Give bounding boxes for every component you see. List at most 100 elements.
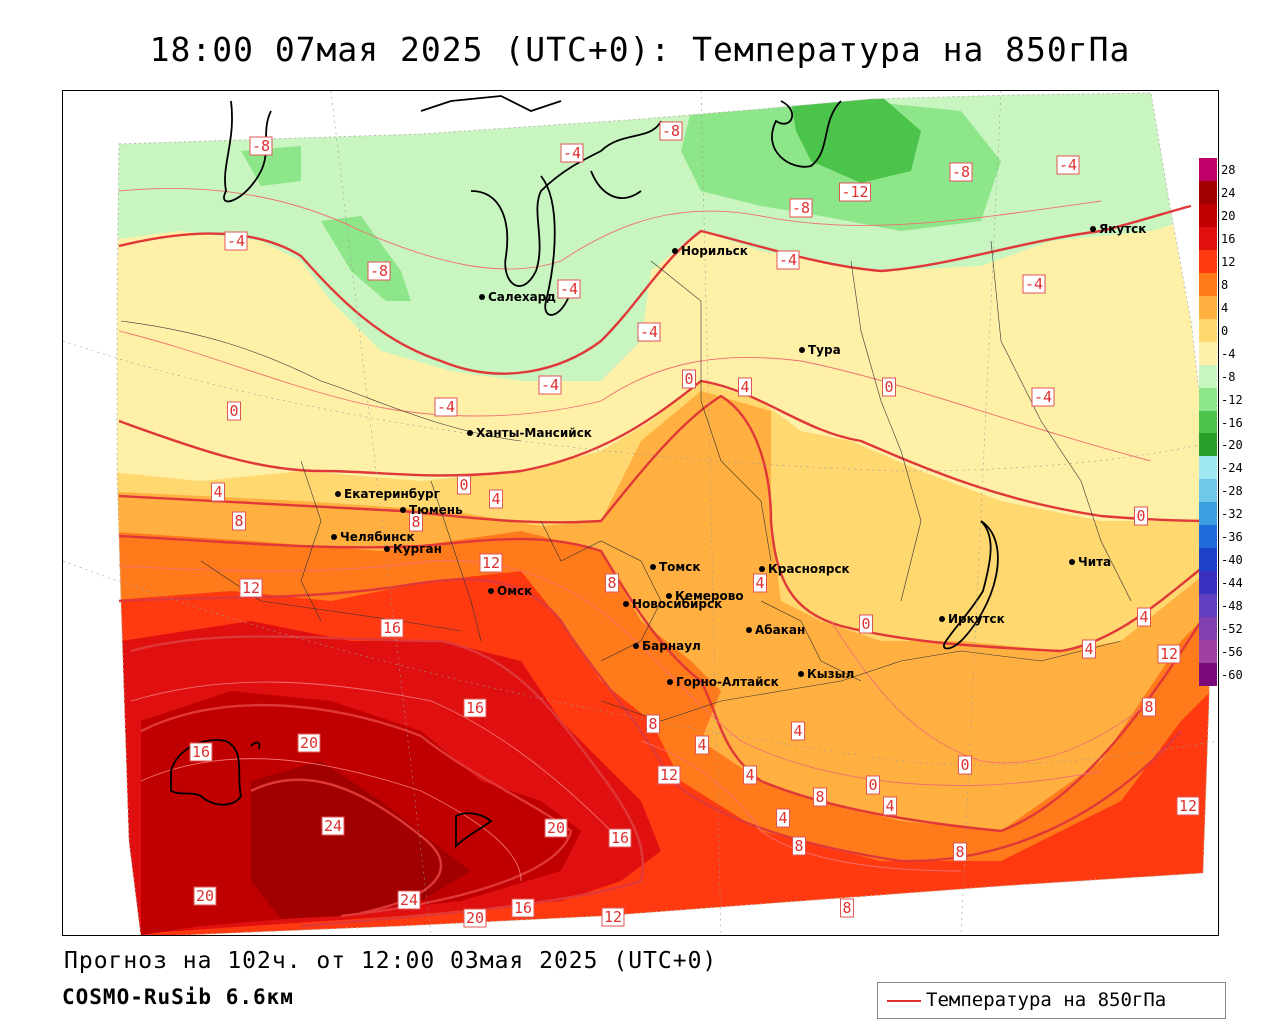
isotherm-label-box [883, 796, 897, 816]
city-dot [335, 491, 341, 497]
city-label: Ханты-Мансийск [476, 426, 592, 440]
legend-line-swatch [887, 1000, 921, 1002]
isotherm-label-text: 0 [868, 776, 877, 794]
city-marker: Ханты-Мансийск [467, 426, 592, 440]
isotherm-label: 0 [866, 775, 880, 795]
isotherm-label-box [608, 828, 632, 848]
isotherm-label-text: 4 [793, 722, 802, 740]
isotherm-label-box [958, 755, 972, 775]
isotherm-label-box [489, 489, 503, 509]
isotherm-label: 24 [321, 816, 345, 836]
isotherm-label: 0 [1134, 506, 1148, 526]
city-dot [799, 347, 805, 353]
colorbar-tick-label: 20 [1221, 208, 1236, 223]
isotherm-label-text: 0 [960, 756, 969, 774]
isotherm-label: -12 [839, 182, 871, 202]
isotherm-label: -8 [249, 136, 273, 156]
isotherm-label-box [511, 898, 535, 918]
isotherm-label: 16 [380, 618, 404, 638]
isotherm-label: 0 [682, 369, 696, 389]
isotherm-label-text: -4 [541, 376, 559, 394]
city-label: Кызыл [807, 667, 854, 681]
colorbar-tick-label: 4 [1221, 300, 1229, 315]
colorbar-tick-label: -24 [1221, 461, 1243, 476]
isotherm-label: 4 [883, 796, 897, 816]
city-label: Екатеринбург [344, 487, 440, 501]
isotherm-label: 4 [489, 489, 503, 509]
city-label: Омск [497, 584, 532, 598]
isotherm-label: 16 [608, 828, 632, 848]
city-dot [488, 588, 494, 594]
city-dot [650, 564, 656, 570]
colorbar-segment [1199, 341, 1217, 366]
isotherm-label-text: 24 [324, 817, 342, 835]
isotherm-label-box [1157, 644, 1181, 664]
colorbar-tick-label: -56 [1221, 645, 1243, 660]
isotherm-label-box [457, 475, 471, 495]
city-marker: Кызыл [798, 667, 854, 681]
isotherm-label-box [1082, 639, 1096, 659]
city-dot [939, 616, 945, 622]
colorbar-segment [1199, 387, 1217, 412]
city-dot [798, 671, 804, 677]
city-dot [666, 593, 672, 599]
isotherm-label-box [1142, 697, 1156, 717]
isotherm-label: 4 [791, 721, 805, 741]
isotherm-label-box [544, 818, 568, 838]
graticule [63, 91, 1218, 935]
isotherm-label-box [1056, 155, 1080, 175]
isotherm-label: 16 [189, 742, 213, 762]
region-borders [120, 240, 1132, 722]
isotherm-label-box [239, 578, 263, 598]
city-label: Горно-Алтайск [676, 675, 779, 689]
city-label: Томск [659, 560, 701, 574]
city-marker: Абакан [746, 623, 805, 637]
isotherm-label: -4 [538, 375, 562, 395]
isotherm-label-box [859, 614, 873, 634]
colorbar-tick-label: 8 [1221, 277, 1229, 292]
colorbar-tick-label: -40 [1221, 553, 1243, 568]
city-markers: Якутск Норильск Салехард Тура Ханты-Мансийск… [331, 222, 1146, 689]
isotherm-label-text: 8 [1144, 698, 1153, 716]
isotherm-label-text: 0 [229, 402, 238, 420]
city-label: Барнаул [642, 639, 701, 653]
legend-label: Температура на 850гПа [926, 989, 1167, 1011]
isotherm-label: 12 [479, 553, 503, 573]
city-marker: Курган [384, 542, 442, 556]
city-marker: Барнаул [633, 639, 701, 653]
isotherm-label-text: 0 [884, 378, 893, 396]
city-dot [746, 627, 752, 633]
isotherm-label-box [560, 143, 584, 163]
city-marker: Якутск [1090, 222, 1146, 236]
isotherm-label-box [193, 886, 217, 906]
isotherm-label-box [1031, 387, 1055, 407]
colorbar-segment [1199, 180, 1217, 205]
isotherm-label-text: 4 [778, 809, 787, 827]
isotherm-label: 4 [1137, 607, 1151, 627]
isotherm-label-box [1137, 607, 1151, 627]
isotherm-label-text: -12 [841, 183, 868, 201]
isotherm-label-text: 8 [607, 574, 616, 592]
isotherm-label-box [789, 198, 813, 218]
city-label: Тура [808, 343, 841, 357]
city-marker: Горно-Алтайск [667, 675, 779, 689]
isotherm-label-text: -4 [1034, 388, 1052, 406]
isotherm-label: 4 [776, 808, 790, 828]
city-label: Абакан [755, 623, 805, 637]
isotherm-label-text: 0 [684, 370, 693, 388]
isotherm-label: 0 [859, 614, 873, 634]
isotherm-label: 8 [840, 898, 854, 918]
isotherm-label: 8 [232, 511, 246, 531]
isotherm-label-box [224, 231, 248, 251]
isotherm-label: 20 [463, 908, 487, 928]
isotherm-label-text: 12 [604, 908, 622, 926]
isotherm-label-text: 4 [697, 736, 706, 754]
colorbar-segment [1199, 548, 1217, 572]
colorbar-tick-label: 24 [1221, 185, 1236, 200]
isotherm-label: 12 [657, 765, 681, 785]
colorbar-tick-label: -20 [1221, 438, 1243, 453]
isotherm-label-box [479, 553, 503, 573]
isotherm-label: 20 [297, 733, 321, 753]
colorbar-segment [1199, 318, 1217, 343]
